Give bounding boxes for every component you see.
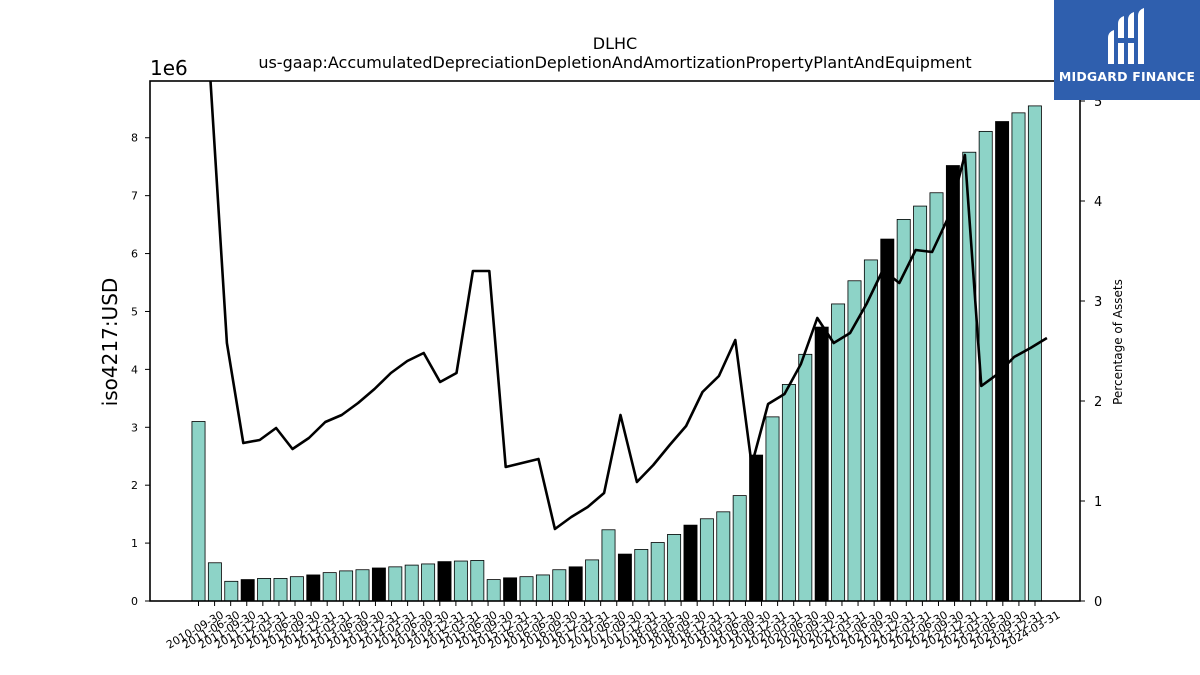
bar xyxy=(224,580,239,602)
bar xyxy=(1027,105,1042,602)
bar xyxy=(552,569,567,602)
y2-tick-label: 0 xyxy=(1094,595,1102,610)
y-tick-label: 8 xyxy=(131,132,138,145)
bar xyxy=(699,518,714,602)
chart-subtitle: us-gaap:AccumulatedDepreciationDepletion… xyxy=(258,53,971,72)
bar xyxy=(847,280,862,602)
y2-tick-label: 3 xyxy=(1094,295,1102,310)
y2-tick-label: 4 xyxy=(1094,195,1102,210)
bar xyxy=(634,549,649,602)
bar xyxy=(503,577,518,602)
bar xyxy=(289,576,304,602)
bar xyxy=(913,205,928,602)
bar xyxy=(568,566,583,602)
y-tick-label: 3 xyxy=(131,421,138,434)
bar xyxy=(749,454,764,602)
bar xyxy=(945,165,960,602)
bar xyxy=(683,524,698,602)
y-tick-label: 1 xyxy=(131,537,138,550)
y-tick-label: 0 xyxy=(131,595,138,608)
bar xyxy=(322,572,337,602)
bar xyxy=(765,416,780,602)
bar xyxy=(371,567,386,602)
bar xyxy=(781,384,796,602)
bar xyxy=(404,564,419,602)
bar xyxy=(306,574,321,602)
line-layer xyxy=(209,80,1048,531)
bar xyxy=(831,303,846,602)
bar xyxy=(814,326,829,602)
bar xyxy=(339,570,354,602)
series-line xyxy=(209,80,1048,531)
bar xyxy=(453,560,468,602)
bar xyxy=(273,578,288,602)
bar xyxy=(667,534,682,602)
bar xyxy=(519,576,534,602)
bar xyxy=(207,562,222,602)
bar xyxy=(355,569,370,602)
bar xyxy=(535,574,550,602)
midgard-logo-icon xyxy=(1108,8,1144,64)
bar xyxy=(732,495,747,602)
bar xyxy=(240,579,255,602)
bar xyxy=(995,121,1010,602)
y-tick-label: 2 xyxy=(131,479,138,492)
y2-axis-label: Percentage of Assets xyxy=(1111,279,1125,405)
bar xyxy=(257,578,272,602)
y2-tick-label: 2 xyxy=(1094,395,1102,410)
bar xyxy=(798,353,813,602)
y2-tick-label: 5 xyxy=(1094,95,1102,110)
bar xyxy=(716,511,731,602)
bar xyxy=(601,529,616,602)
chart-title: DLHC xyxy=(593,34,637,53)
y2-tick-label: 1 xyxy=(1094,495,1102,510)
y-tick-label: 6 xyxy=(131,248,138,261)
bar xyxy=(929,192,944,602)
bar xyxy=(470,560,485,602)
y-tick-label: 5 xyxy=(131,305,138,318)
y-tick-label: 4 xyxy=(131,363,138,376)
bar xyxy=(650,542,665,602)
brand-name: MIDGARD FINANCE xyxy=(1058,69,1196,84)
bar xyxy=(585,559,600,602)
bar xyxy=(191,421,206,602)
bar xyxy=(421,563,436,602)
y-offset-label: 1e6 xyxy=(150,56,188,80)
y-axis-label: iso4217:USD xyxy=(98,278,122,407)
y-tick-label: 7 xyxy=(131,190,138,203)
bar xyxy=(863,259,878,602)
plot-frame xyxy=(149,80,1081,602)
bar xyxy=(388,566,403,602)
bar xyxy=(437,561,452,602)
bar xyxy=(617,553,632,602)
brand-logo: MIDGARD FINANCE xyxy=(1054,0,1200,100)
bars-layer xyxy=(191,105,1042,602)
bar xyxy=(880,238,895,602)
bar xyxy=(486,579,501,602)
